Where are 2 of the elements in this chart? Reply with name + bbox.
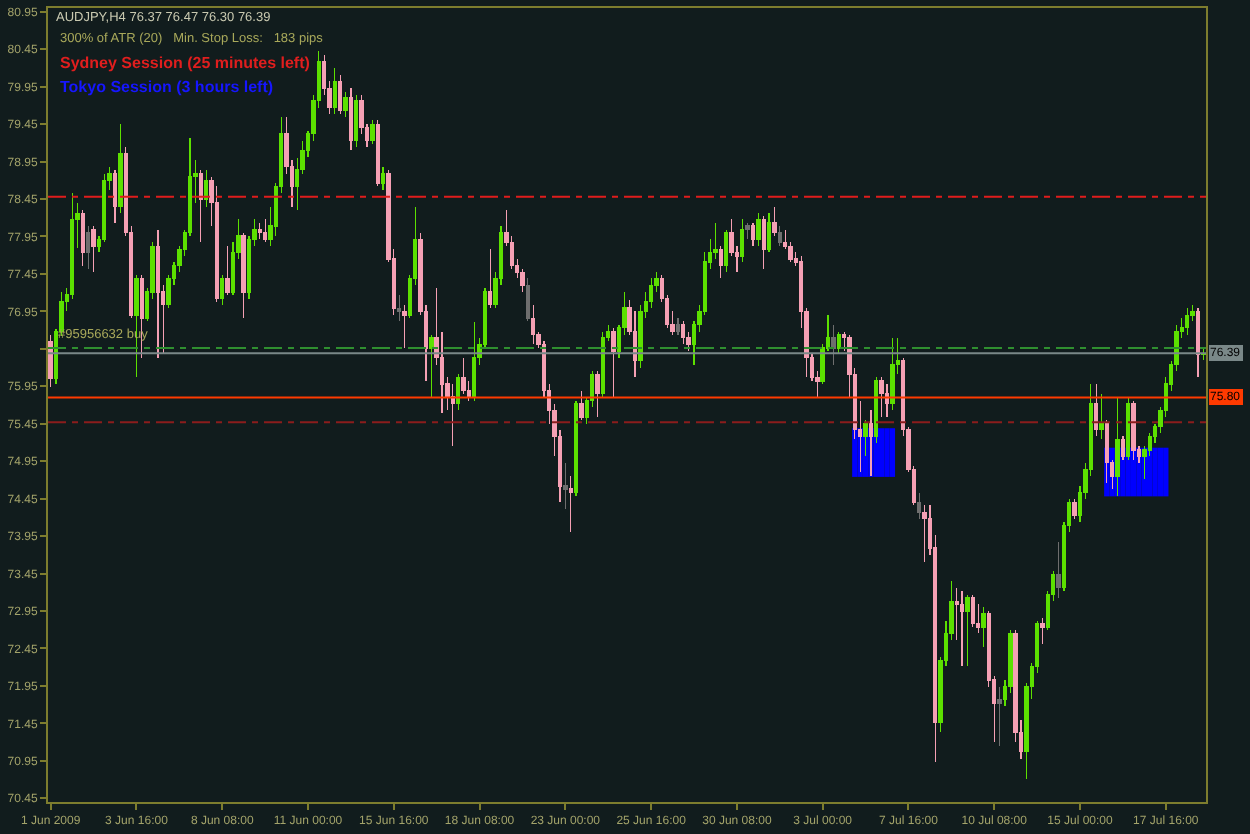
annotation: Tokyo Session (3 hours left) <box>60 78 274 96</box>
annotation: Sydney Session (25 minutes left) <box>60 54 311 72</box>
